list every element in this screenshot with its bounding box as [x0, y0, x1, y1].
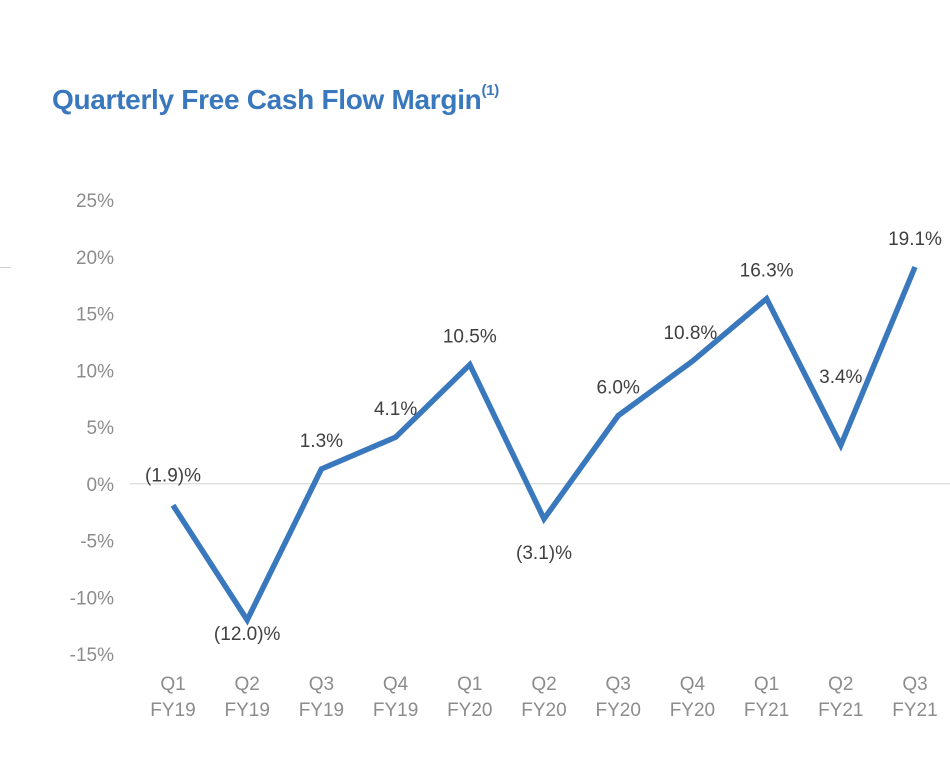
chart-title: Quarterly Free Cash Flow Margin(1): [52, 81, 499, 116]
left-edge-rule: [0, 267, 11, 268]
x-tick-label: Q3 FY20: [595, 674, 640, 721]
x-tick-label: Q1 FY20: [447, 674, 492, 721]
data-label: 19.1%: [888, 229, 942, 250]
series-line-free-cash-flow-margin: [170, 265, 918, 626]
x-tick-label: Q3 FY21: [892, 674, 937, 721]
y-tick-label: 25%: [76, 191, 114, 212]
data-label: 16.3%: [740, 261, 794, 282]
x-tick-label: Q3 FY19: [299, 674, 344, 721]
y-tick-label: 15%: [76, 305, 114, 326]
y-tick-label: -5%: [80, 532, 114, 553]
x-tick-label: Q2 FY20: [521, 674, 566, 721]
x-tick-label: Q2 FY19: [224, 674, 269, 721]
y-tick-label: -15%: [70, 645, 114, 666]
data-label: 6.0%: [597, 378, 640, 399]
chart-title-footnote: (1): [481, 81, 499, 99]
data-label: (1.9)%: [145, 465, 201, 486]
data-label: (12.0)%: [214, 624, 281, 645]
y-tick-label: -10%: [70, 588, 114, 609]
x-tick-label: Q2 FY21: [818, 674, 863, 721]
data-label: 4.1%: [374, 399, 417, 420]
x-tick-label: Q4 FY19: [373, 674, 418, 721]
y-tick-label: 10%: [76, 361, 114, 382]
x-tick-label: Q1 FY21: [744, 674, 789, 721]
data-label: 3.4%: [819, 367, 862, 388]
x-tick-label: Q1 FY19: [150, 674, 195, 721]
y-tick-label: 0%: [87, 475, 115, 496]
chart-title-text: Quarterly Free Cash Flow Margin: [52, 84, 482, 115]
y-tick-label: 20%: [76, 248, 114, 269]
data-label: (3.1)%: [516, 543, 572, 564]
data-label: 10.8%: [663, 323, 717, 344]
data-label: 1.3%: [300, 431, 343, 452]
y-tick-label: 5%: [87, 418, 115, 439]
data-label: 10.5%: [443, 327, 497, 348]
x-tick-label: Q4 FY20: [670, 674, 715, 721]
